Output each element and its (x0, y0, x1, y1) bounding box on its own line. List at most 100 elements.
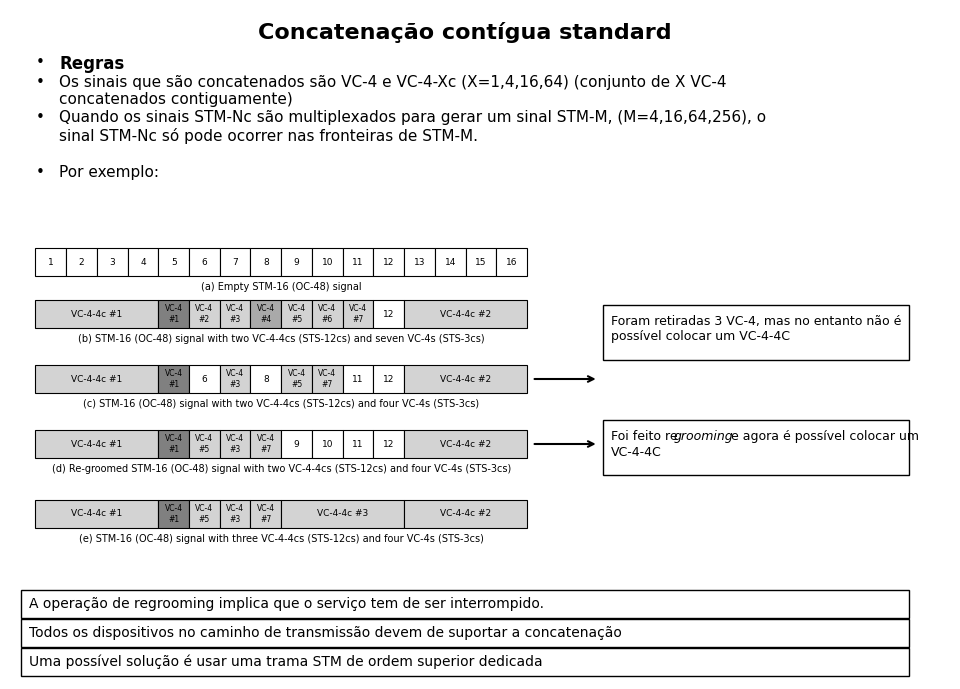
Text: 11: 11 (352, 258, 364, 267)
Bar (466, 248, 496, 276)
Text: 15: 15 (475, 258, 487, 267)
Bar (21, 590, 909, 618)
Bar (189, 248, 220, 276)
Bar (36, 300, 158, 328)
Text: 2: 2 (79, 258, 84, 267)
Text: 10: 10 (322, 440, 333, 449)
Text: 8: 8 (263, 375, 269, 384)
Text: VC-4-4c #2: VC-4-4c #2 (440, 509, 492, 519)
Text: 11: 11 (352, 440, 364, 449)
Bar (312, 248, 343, 276)
Bar (404, 300, 527, 328)
Text: VC-4
#4: VC-4 #4 (256, 305, 275, 324)
Text: 12: 12 (383, 309, 395, 318)
Text: (e) STM-16 (OC-48) signal with three VC-4-4cs (STS-12cs) and four VC-4s (STS-3cs: (e) STM-16 (OC-48) signal with three VC-… (79, 534, 484, 544)
Bar (312, 365, 343, 393)
Text: VC-4
#5: VC-4 #5 (195, 504, 213, 524)
Text: VC-4
#1: VC-4 #1 (164, 305, 182, 324)
Text: Regras: Regras (60, 55, 125, 73)
Text: VC-4
#7: VC-4 #7 (318, 369, 336, 389)
Text: 5: 5 (171, 258, 177, 267)
Bar (404, 430, 527, 458)
Text: VC-4
#3: VC-4 #3 (226, 305, 244, 324)
Bar (128, 248, 158, 276)
Bar (189, 300, 220, 328)
Bar (435, 248, 466, 276)
Bar (189, 430, 220, 458)
Text: VC-4
#1: VC-4 #1 (164, 504, 182, 524)
Text: Todos os dispositivos no caminho de transmissão devem de suportar a concatenação: Todos os dispositivos no caminho de tran… (29, 626, 622, 640)
Text: VC-4
#7: VC-4 #7 (256, 504, 275, 524)
Text: (b) STM-16 (OC-48) signal with two VC-4-4cs (STS-12cs) and seven VC-4s (STS-3cs): (b) STM-16 (OC-48) signal with two VC-4-… (78, 334, 485, 344)
Bar (220, 365, 251, 393)
Text: 10: 10 (322, 258, 333, 267)
Text: VC-4
#7: VC-4 #7 (348, 305, 367, 324)
Text: 13: 13 (414, 258, 425, 267)
Bar (281, 430, 312, 458)
Bar (312, 430, 343, 458)
Bar (21, 648, 909, 676)
Text: VC-4-4c #1: VC-4-4c #1 (71, 309, 123, 318)
Bar (343, 430, 373, 458)
Text: 12: 12 (383, 440, 395, 449)
Bar (373, 365, 404, 393)
Text: VC-4
#6: VC-4 #6 (318, 305, 336, 324)
Text: Uma possível solução é usar uma trama STM de ordem superior dedicada: Uma possível solução é usar uma trama ST… (29, 655, 542, 669)
Text: Por exemplo:: Por exemplo: (60, 165, 159, 180)
Bar (281, 300, 312, 328)
Bar (251, 500, 281, 528)
Text: •: • (36, 75, 44, 90)
Text: VC-4-4C: VC-4-4C (611, 446, 661, 459)
Text: VC-4
#2: VC-4 #2 (195, 305, 213, 324)
Bar (281, 500, 404, 528)
Bar (281, 248, 312, 276)
Bar (36, 365, 158, 393)
Text: VC-4-4c #2: VC-4-4c #2 (440, 440, 492, 449)
Bar (220, 300, 251, 328)
Text: 9: 9 (294, 258, 300, 267)
Text: VC-4
#3: VC-4 #3 (226, 369, 244, 389)
Text: VC-4
#3: VC-4 #3 (226, 434, 244, 453)
Bar (36, 500, 158, 528)
Text: VC-4
#3: VC-4 #3 (226, 504, 244, 524)
Bar (404, 248, 435, 276)
Text: (d) Re-groomed STM-16 (OC-48) signal with two VC-4-4cs (STS-12cs) and four VC-4s: (d) Re-groomed STM-16 (OC-48) signal wit… (52, 464, 511, 474)
Text: Foi feito re: Foi feito re (611, 430, 678, 443)
Text: VC-4-4c #1: VC-4-4c #1 (71, 509, 123, 519)
Text: VC-4
#7: VC-4 #7 (256, 434, 275, 453)
Bar (343, 300, 373, 328)
Bar (21, 619, 909, 647)
Text: VC-4
#5: VC-4 #5 (287, 305, 305, 324)
Text: Foram retiradas 3 VC-4, mas no entanto não é
possível colocar um VC-4-4C: Foram retiradas 3 VC-4, mas no entanto n… (611, 315, 901, 343)
Text: VC-4
#5: VC-4 #5 (287, 369, 305, 389)
Text: •: • (36, 165, 44, 180)
Text: 16: 16 (506, 258, 517, 267)
Bar (36, 248, 66, 276)
Text: VC-4-4c #2: VC-4-4c #2 (440, 309, 492, 318)
Bar (251, 365, 281, 393)
Text: 6: 6 (202, 375, 207, 384)
Text: 8: 8 (263, 258, 269, 267)
Bar (373, 430, 404, 458)
Bar (251, 430, 281, 458)
Text: 3: 3 (109, 258, 115, 267)
Bar (66, 248, 97, 276)
Text: VC-4-4c #1: VC-4-4c #1 (71, 440, 123, 449)
Bar (158, 365, 189, 393)
Text: VC-4
#1: VC-4 #1 (164, 369, 182, 389)
Text: grooming: grooming (674, 430, 733, 443)
Bar (404, 500, 527, 528)
Text: (c) STM-16 (OC-48) signal with two VC-4-4cs (STS-12cs) and four VC-4s (STS-3cs): (c) STM-16 (OC-48) signal with two VC-4-… (84, 399, 479, 409)
Bar (158, 500, 189, 528)
Text: 11: 11 (352, 375, 364, 384)
Text: 1: 1 (48, 258, 54, 267)
Bar (36, 430, 158, 458)
Text: 12: 12 (383, 258, 395, 267)
Bar (189, 500, 220, 528)
Text: A operação de regrooming implica que o serviço tem de ser interrompido.: A operação de regrooming implica que o s… (29, 597, 543, 611)
Bar (251, 300, 281, 328)
Bar (343, 248, 373, 276)
Bar (158, 430, 189, 458)
Bar (158, 248, 189, 276)
Text: 7: 7 (232, 258, 238, 267)
